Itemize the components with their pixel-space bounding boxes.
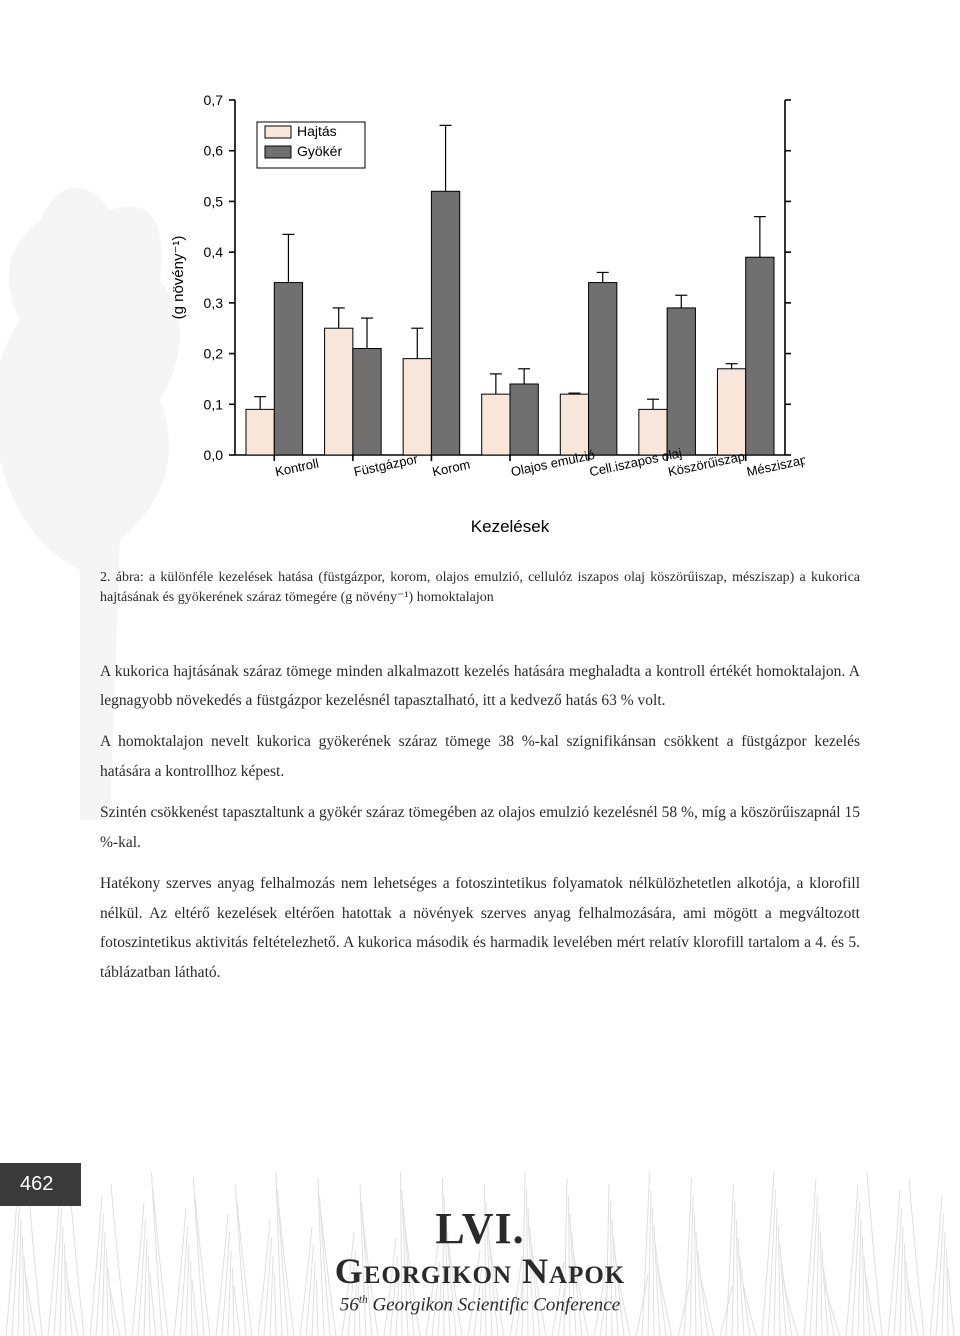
body-text: A kukorica hajtásának száraz tömege mind… [100,657,860,987]
footer-title-1: LVI. [0,1203,960,1254]
footer-subtitle: 56th Georgikon Scientific Conference [0,1294,960,1316]
svg-text:0,0: 0,0 [204,447,224,463]
paragraph: A kukorica hajtásának száraz tömege mind… [100,657,860,716]
svg-text:0,3: 0,3 [204,295,224,311]
svg-text:0,1: 0,1 [204,396,224,412]
svg-text:0,5: 0,5 [204,193,224,209]
svg-text:0,6: 0,6 [204,143,224,159]
footer-title-2: Georgikon Napok [0,1250,960,1292]
chart-container: 0,0 0,1 0,2 0,3 0,4 0,5 0,6 0,7 (g növény⁻¹) Kont… [155,90,805,550]
paragraph: A homoktalajon nevelt kukorica gyökeréne… [100,727,860,786]
svg-text:Gyökér: Gyökér [297,143,342,159]
page-number: 462 [0,1163,81,1206]
svg-text:Mésziszap: Mésziszap [745,452,805,479]
paragraph: Szintén csökkenést tapasztaltunk a gyöké… [100,798,860,857]
page-footer: 462 LVI. Georgikon Napok 56th Georgikon … [0,1203,960,1336]
paragraph: Hatékony szerves anyag felhalmozás nem l… [100,869,860,987]
svg-text:0,7: 0,7 [204,92,224,108]
svg-text:Kezelések: Kezelések [471,517,550,536]
svg-text:Korom: Korom [431,457,472,480]
svg-text:0,4: 0,4 [204,244,224,260]
figure-caption: 2. ábra: a különféle kezelések hatása (f… [100,568,860,609]
svg-text:Kontroll: Kontroll [274,455,320,479]
bar-chart: 0,0 0,1 0,2 0,3 0,4 0,5 0,6 0,7 (g növény⁻¹) Kont… [155,90,805,550]
svg-text:Hajtás: Hajtás [297,123,337,139]
svg-text:(g növény⁻¹): (g növény⁻¹) [170,236,187,320]
svg-text:0,2: 0,2 [204,346,224,362]
